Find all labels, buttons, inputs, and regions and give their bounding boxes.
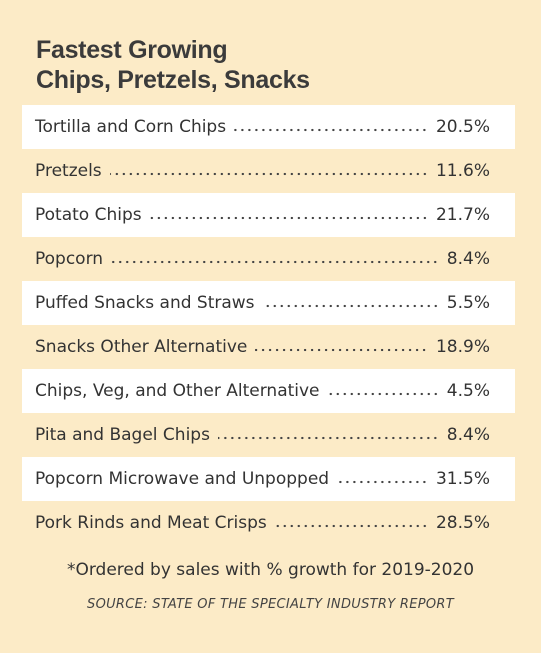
row-label: Tortilla and Corn Chips — [35, 117, 227, 137]
dot-leader — [274, 524, 428, 528]
row-label: Pita and Bagel Chips — [35, 425, 210, 445]
table-row: Popcorn Microwave and Unpopped 31.5% — [22, 457, 515, 501]
row-value: 11.6% — [435, 161, 490, 181]
row-label: Popcorn Microwave and Unpopped — [35, 469, 330, 489]
row-label: Chips, Veg, and Other Alternative — [35, 381, 320, 401]
dot-leader — [234, 128, 428, 132]
row-value: 31.5% — [435, 469, 490, 489]
dot-leader — [111, 260, 439, 264]
row-value: 8.4% — [446, 249, 490, 269]
dot-leader — [337, 480, 428, 484]
table-row: Pork Rinds and Meat Crisps 28.5% — [22, 501, 515, 545]
row-label: Puffed Snacks and Straws — [35, 293, 255, 313]
table-row: Tortilla and Corn Chips 20.5% — [22, 105, 515, 149]
row-label: Pretzels — [35, 161, 102, 181]
table-row: Potato Chips 21.7% — [22, 193, 515, 237]
title: Fastest Growing — [36, 36, 228, 64]
dot-leader — [255, 348, 428, 352]
row-value: 20.5% — [435, 117, 490, 137]
footnote: *Ordered by sales with % growth for 2019… — [66, 560, 475, 580]
table-row: Pita and Bagel Chips 8.4% — [22, 413, 515, 457]
dot-leader — [217, 436, 439, 440]
row-label: Potato Chips — [35, 205, 142, 225]
row-label: Snacks Other Alternative — [35, 337, 248, 357]
row-value: 21.7% — [435, 205, 490, 225]
table-row: Popcorn 8.4% — [22, 237, 515, 281]
table-row: Chips, Veg, and Other Alternative 4.5% — [22, 369, 515, 413]
table-row: Puffed Snacks and Straws 5.5% — [22, 281, 515, 325]
table: Tortilla and Corn Chips 20.5% Pretzels 11.6… — [22, 105, 515, 545]
row-value: 5.5% — [446, 293, 490, 313]
title: Chips, Pretzels, Snacks — [36, 66, 310, 94]
dot-leader — [327, 392, 439, 396]
row-label: Popcorn — [35, 249, 104, 269]
row-label: Pork Rinds and Meat Crisps — [35, 513, 267, 533]
table-row: Snacks Other Alternative 18.9% — [22, 325, 515, 369]
dot-leader — [149, 216, 428, 220]
row-value: 18.9% — [435, 337, 490, 357]
dot-leader — [109, 172, 428, 176]
dot-leader — [262, 304, 439, 308]
row-value: 8.4% — [446, 425, 490, 445]
row-value: 4.5% — [446, 381, 490, 401]
row-value: 28.5% — [435, 513, 490, 533]
table-row: Pretzels 11.6% — [22, 149, 515, 193]
source: SOURCE: STATE OF THE SPECIALTY INDUSTRY … — [87, 597, 454, 612]
